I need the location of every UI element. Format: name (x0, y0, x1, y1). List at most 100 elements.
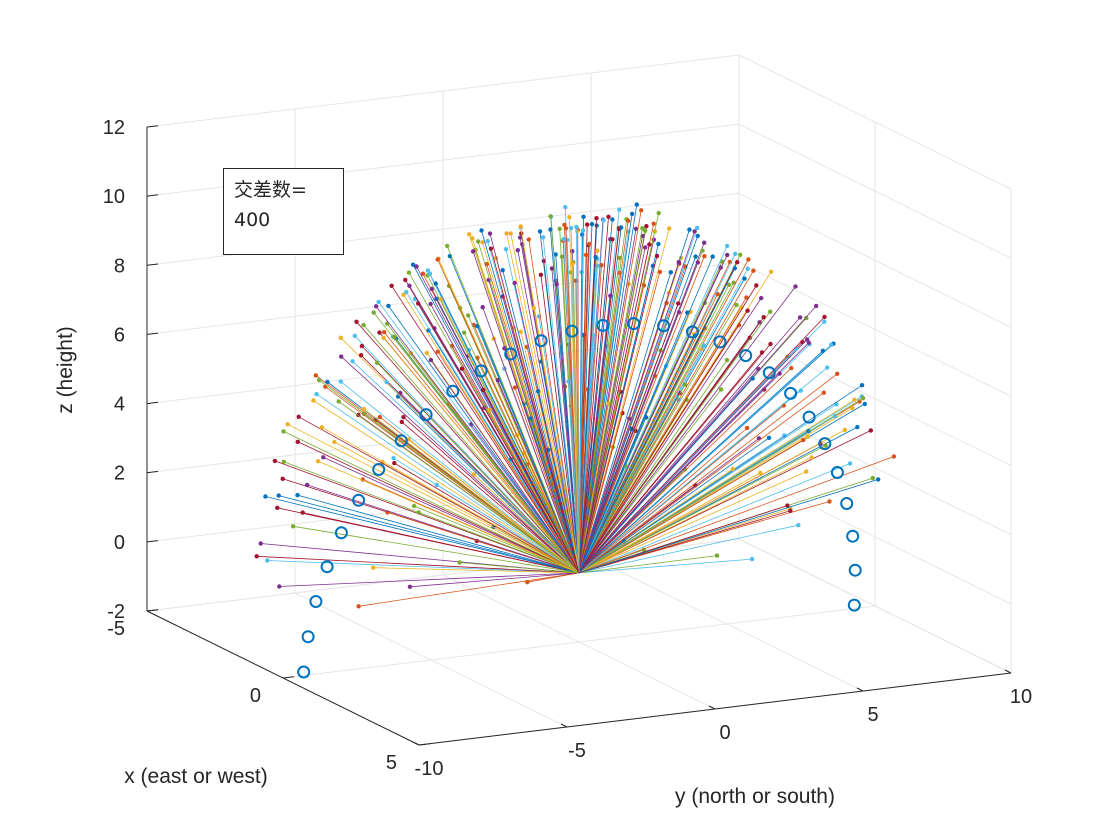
trajectory-endpoint (575, 229, 580, 234)
path-marker (565, 324, 579, 338)
trajectory-endpoint (377, 330, 382, 335)
z-tick-label: 0 (114, 532, 125, 554)
trajectory-endpoint (296, 414, 301, 419)
trajectory-endpoint (626, 218, 631, 223)
trajectory-endpoint (361, 406, 367, 412)
trajectory-line (481, 230, 580, 574)
trajectory-endpoint (549, 266, 555, 271)
trajectory-line (527, 572, 580, 583)
trajectory-endpoint (568, 225, 574, 231)
trajectory-line (578, 335, 696, 574)
trajectory-line (578, 204, 638, 573)
trajectory-line (578, 227, 622, 573)
x-axis-label: x (east or west) (124, 765, 268, 788)
path-marker (713, 335, 727, 349)
trajectory-endpoint (710, 254, 715, 259)
trajectory-line (486, 263, 580, 574)
trajectory-line (578, 256, 714, 574)
z-tick (146, 194, 159, 197)
trajectory-endpoint (399, 419, 404, 425)
trajectory-endpoint (428, 301, 433, 307)
trajectory-endpoint (381, 335, 386, 341)
trajectory-endpoint (407, 283, 412, 288)
trajectory-endpoint (581, 214, 586, 219)
grid-line (590, 556, 864, 692)
trajectory-line (578, 216, 609, 573)
trajectory-endpoint (761, 315, 766, 320)
trajectory-endpoint (518, 329, 523, 334)
trajectory-endpoint (391, 456, 396, 461)
trajectory-line (373, 567, 580, 574)
trajectory-endpoint (459, 366, 465, 371)
trajectory-line (578, 213, 660, 573)
trajectory-line (482, 307, 580, 574)
trajectory-endpoint (750, 376, 755, 381)
trajectory-endpoint (313, 373, 318, 378)
trajectory-endpoint (738, 252, 743, 257)
z-tick (146, 332, 159, 335)
trajectory-endpoint (610, 237, 615, 242)
trajectory-endpoint (823, 443, 828, 448)
trajectory-line (578, 239, 613, 573)
trajectory-endpoint (265, 558, 270, 563)
trajectory-endpoint (361, 322, 366, 328)
trajectory-endpoint (487, 231, 493, 236)
trajectory-endpoint (754, 283, 759, 288)
trajectory-endpoint (595, 248, 600, 253)
trajectory-line (388, 305, 580, 574)
trajectory-endpoint (445, 243, 450, 249)
trajectory-line (578, 256, 705, 574)
path-marker (784, 386, 798, 400)
trajectory-line (578, 268, 736, 574)
trajectory-line (556, 284, 580, 573)
trajectory-endpoint (676, 259, 681, 265)
trajectory-endpoint (290, 524, 296, 529)
trajectory-endpoint (594, 223, 599, 228)
trajectory-endpoint (821, 390, 826, 395)
z-tick-label: 8 (114, 255, 125, 277)
trajectory-endpoint (503, 247, 509, 252)
trajectory-line (376, 362, 580, 574)
trajectory-line (578, 255, 658, 573)
trajectory-endpoint (724, 357, 730, 363)
trajectory-line (578, 254, 587, 573)
y-tick-label: -10 (415, 758, 444, 780)
grid-line (738, 469, 1012, 605)
trajectory-lines (254, 202, 897, 609)
trajectory-endpoint (589, 221, 595, 227)
y-tick-label: 10 (1010, 686, 1032, 708)
trajectory-endpoint (730, 466, 735, 472)
trajectory-endpoint (639, 208, 644, 213)
trajectory-endpoint (747, 335, 752, 340)
trajectory-endpoint (433, 281, 438, 286)
trajectory-endpoint (475, 324, 480, 329)
trajectory-endpoint (876, 477, 881, 482)
axes-lines (146, 125, 1012, 746)
trajectory-endpoint (475, 239, 481, 244)
trajectory-line (542, 237, 580, 573)
trajectory-endpoint (504, 231, 509, 236)
path-marker (596, 318, 610, 332)
trajectory-endpoint (606, 214, 611, 219)
z-tick-label: 2 (114, 463, 125, 485)
trajectory-endpoint (574, 224, 579, 230)
trajectory-endpoint (744, 295, 749, 300)
trajectory-endpoint (726, 282, 732, 287)
trajectory-endpoint (695, 225, 700, 231)
trajectory-endpoint (480, 305, 485, 310)
trajectory-endpoint (374, 360, 380, 365)
trajectory-line (578, 392, 825, 574)
trajectory-line (297, 441, 580, 574)
trajectory-endpoint (718, 387, 724, 392)
x-tick (146, 609, 159, 612)
trajectory-endpoint (567, 215, 572, 220)
trajectory-endpoint (599, 263, 604, 268)
trajectory-line (578, 399, 855, 574)
path-marker (830, 466, 844, 479)
trajectory-endpoint (756, 436, 762, 441)
trajectory-endpoint (809, 455, 814, 460)
trajectory-endpoint (311, 398, 316, 403)
grid-line (738, 261, 1012, 397)
trajectory-endpoint (563, 205, 568, 210)
